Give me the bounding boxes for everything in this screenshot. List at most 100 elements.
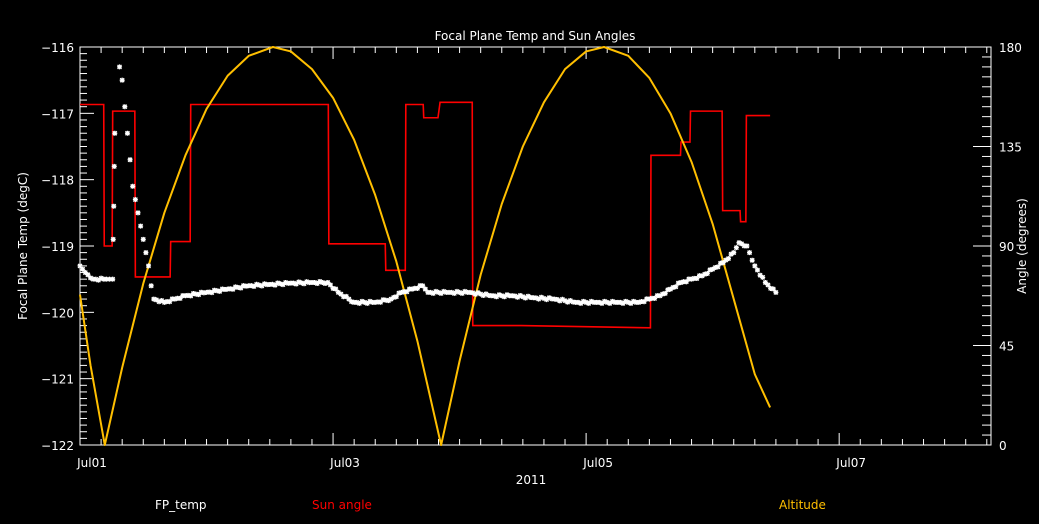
fp-temp-point — [248, 283, 254, 289]
fp-temp-point — [425, 289, 431, 295]
y-axis-right: 0 45 90 135 180 — [973, 41, 1022, 453]
fp-temp-point — [404, 289, 410, 295]
fp-temp-point — [741, 243, 747, 249]
legend-altitude: Altitude — [779, 498, 826, 512]
fp-temp-point — [110, 236, 116, 242]
fp-temp-point — [388, 296, 394, 302]
y-tick-label: −118 — [41, 174, 74, 188]
fp-temp-point — [536, 296, 542, 302]
fp-temp-point — [130, 183, 136, 189]
fp-temp-point — [667, 286, 673, 292]
fp-temp-point — [140, 236, 146, 242]
fp-temp-point — [710, 266, 716, 272]
fp-temp-point — [583, 299, 589, 305]
fp-temp-point — [111, 163, 117, 169]
fp-temp-point — [660, 291, 666, 297]
fp-temp-point — [151, 296, 157, 302]
y-tick-label: −120 — [41, 306, 74, 320]
fp-temp-point — [230, 286, 236, 292]
fp-temp-point — [301, 281, 307, 287]
fp-temp-point — [211, 287, 217, 293]
fp-temp-point — [401, 289, 407, 295]
fp-temp-point — [233, 284, 239, 290]
fp-temp-point — [90, 276, 96, 282]
fp-temp-point — [188, 293, 194, 299]
fp-temp-point — [559, 296, 565, 302]
x-tick-label: Jul03 — [329, 456, 360, 470]
sun-angle-line — [80, 101, 771, 329]
fp-temp-point — [204, 289, 210, 295]
y-tick-label: −122 — [41, 439, 74, 453]
fp-temp-point — [612, 299, 618, 305]
fp-temp-point — [111, 203, 117, 209]
fp-temp-point — [464, 289, 470, 295]
fp-temp-point — [330, 285, 336, 291]
fp-temp-point — [691, 275, 697, 281]
fp-temp-point — [354, 299, 360, 305]
fp-temp-point — [396, 290, 402, 296]
fp-temp-point — [182, 293, 188, 299]
y-tick-label: −116 — [41, 41, 74, 55]
fp-temp-point — [306, 280, 312, 286]
fp-temp-point — [327, 282, 333, 288]
fp-temp-point — [246, 283, 252, 289]
fp-temp-point — [665, 287, 671, 293]
fp-temp-point — [747, 250, 753, 256]
series-layer — [77, 46, 779, 446]
fp-temp-point — [193, 291, 199, 297]
fp-temp-point — [696, 273, 702, 279]
fp-temp-point — [673, 284, 679, 290]
fp-temp-point — [370, 299, 376, 305]
y2-tick-label: 90 — [999, 240, 1014, 254]
fp-temp-point — [414, 285, 420, 291]
fp-temp-point — [285, 280, 291, 286]
fp-temp-point — [243, 283, 249, 289]
fp-temp-point — [499, 293, 505, 299]
y-axis-label: Focal Plane Temp (degC) — [16, 172, 30, 320]
fp-temp-point — [435, 289, 441, 295]
fp-temp-point — [491, 293, 497, 299]
fp-temp-point — [670, 284, 676, 290]
fp-temp-point — [298, 280, 304, 286]
fp-temp-point — [441, 288, 447, 294]
fp-temp-point — [406, 286, 412, 292]
fp-temp-point — [393, 294, 399, 300]
y-tick-label: −121 — [41, 373, 74, 387]
fp-temp-point — [110, 276, 116, 282]
fp-temp-point — [177, 295, 183, 301]
fp-temp-point — [512, 293, 518, 299]
fp-temp-point — [127, 157, 133, 163]
fp-temp-point — [251, 283, 257, 289]
fp-temp-point — [522, 295, 528, 301]
chart-title: Focal Plane Temp and Sun Angles — [435, 29, 636, 43]
fp-temp-point — [662, 290, 668, 296]
fp-temp-point — [219, 286, 225, 292]
fp-temp-point — [293, 281, 299, 287]
fp-temp-point — [675, 280, 681, 286]
fp-temp-point — [541, 295, 547, 301]
fp-temp-point — [765, 282, 771, 288]
fp-temp-point — [575, 299, 581, 305]
fp-temp-point — [288, 280, 294, 286]
fp-temp-point — [736, 240, 742, 246]
fp-temp-point — [538, 294, 544, 300]
fp-temp-point — [185, 292, 191, 298]
fp-temp-point — [148, 283, 154, 289]
y-axis-left: −122 −121 −120 −119 −118 −117 −116 — [41, 41, 94, 453]
fp-temp-point — [164, 299, 170, 305]
fp-temp-point — [623, 298, 629, 304]
fp-temp-point — [602, 298, 608, 304]
fp-temp-point — [169, 296, 175, 302]
fp-temp-point — [525, 293, 531, 299]
fp-temp-point — [591, 299, 597, 305]
fp-temp-point — [594, 299, 600, 305]
fp-temp-point — [367, 298, 373, 304]
y-tick-label: −119 — [41, 240, 74, 254]
fp-temp-point — [731, 250, 737, 256]
fp-temp-point — [409, 286, 415, 292]
fp-temp-point — [391, 294, 397, 300]
fp-temp-point — [262, 281, 268, 287]
fp-temp-point — [739, 241, 745, 247]
fp-temp-point — [644, 296, 650, 302]
